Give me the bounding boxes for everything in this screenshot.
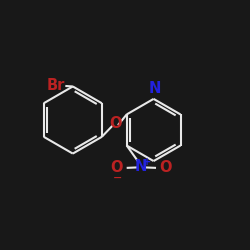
Text: Br: Br xyxy=(46,78,65,94)
Text: N: N xyxy=(149,81,161,96)
Text: −: − xyxy=(113,173,123,183)
Text: O: O xyxy=(159,160,172,176)
Text: N: N xyxy=(135,159,147,174)
Text: +: + xyxy=(142,157,151,167)
Text: O: O xyxy=(111,160,123,176)
Text: O: O xyxy=(109,116,122,131)
